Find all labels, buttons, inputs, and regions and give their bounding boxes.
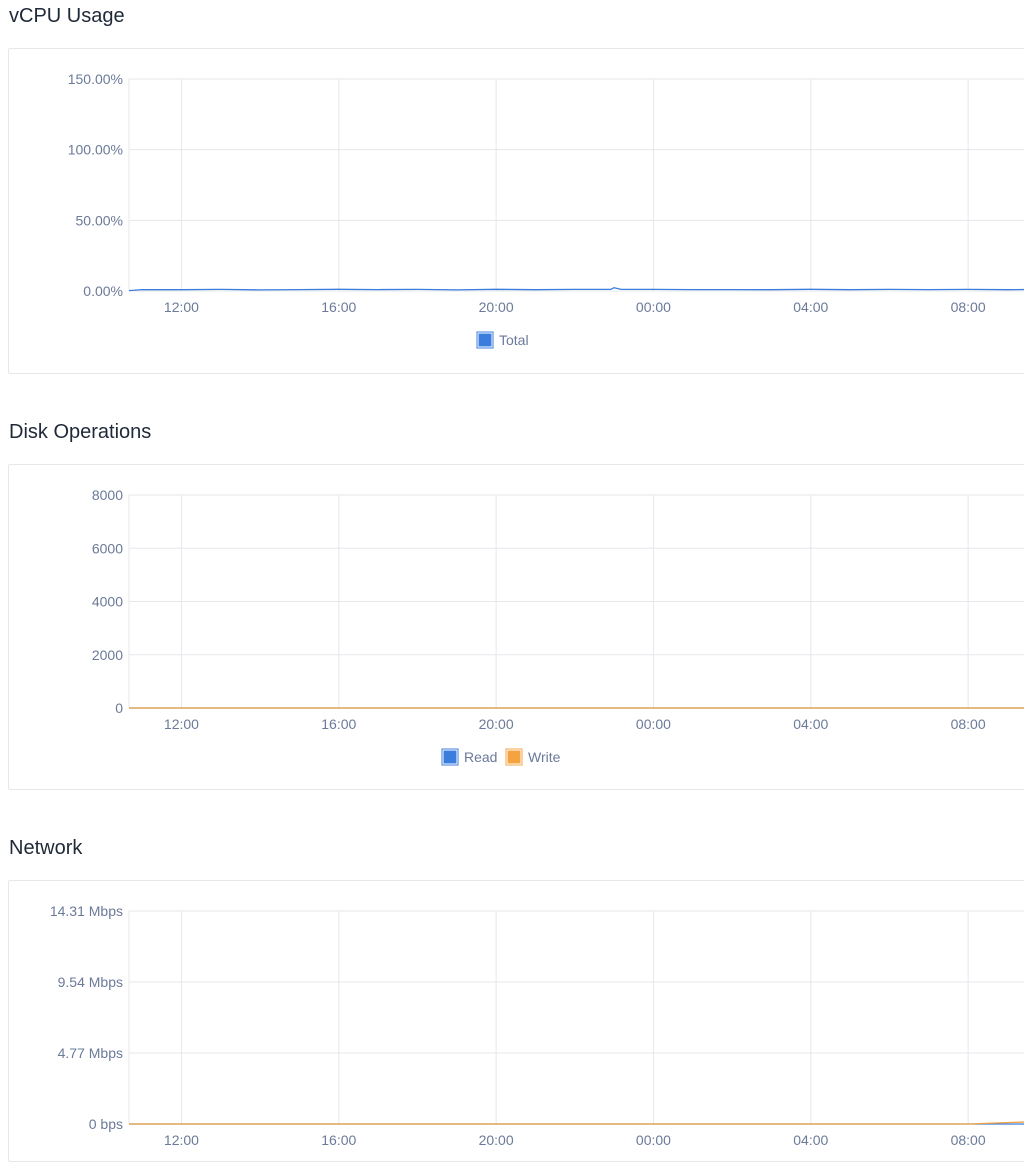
y-tick-label: 4000 bbox=[92, 594, 123, 610]
legend-swatch bbox=[477, 332, 493, 348]
series-line-total bbox=[128, 287, 1024, 292]
series-line-read bbox=[129, 707, 1024, 709]
y-tick-label: 6000 bbox=[92, 540, 123, 556]
x-tick-label: 00:00 bbox=[636, 1132, 671, 1148]
y-tick-label: 0.00% bbox=[83, 283, 123, 299]
network-chart-panel: 0 bps 4.77 Mbps 9.54 Mbps 14.31 Mbps 12:00 16… bbox=[8, 880, 1024, 1162]
legend-label: Write bbox=[528, 749, 561, 765]
y-tick-label: 0 bbox=[115, 700, 123, 716]
x-tick-label: 00:00 bbox=[636, 716, 671, 732]
x-tick-label: 20:00 bbox=[479, 1132, 514, 1148]
x-tick-label: 08:00 bbox=[951, 1132, 986, 1148]
x-tick-label: 16:00 bbox=[321, 716, 356, 732]
network-section-title: Network bbox=[9, 837, 83, 859]
x-tick-label: 00:00 bbox=[636, 299, 671, 315]
x-tick-label: 20:00 bbox=[479, 299, 514, 315]
x-tick-label: 08:00 bbox=[951, 299, 986, 315]
legend-item-total[interactable]: Total bbox=[476, 331, 529, 349]
y-tick-label: 4.77 Mbps bbox=[58, 1045, 123, 1061]
y-tick-label: 50.00% bbox=[76, 212, 123, 228]
x-tick-label: 12:00 bbox=[164, 716, 199, 732]
legend-swatch bbox=[506, 749, 522, 765]
x-tick-label: 16:00 bbox=[321, 299, 356, 315]
legend-swatch-border bbox=[476, 331, 494, 349]
x-tick-label: 20:00 bbox=[479, 716, 514, 732]
x-tick-label: 16:00 bbox=[321, 1132, 356, 1148]
y-tick-label: 2000 bbox=[92, 647, 123, 663]
series-line-write bbox=[129, 1121, 1024, 1125]
y-tick-label: 14.31 Mbps bbox=[50, 903, 123, 919]
vcpu-section-title: vCPU Usage bbox=[9, 5, 125, 27]
legend-label: Total bbox=[499, 332, 529, 348]
legend-swatch bbox=[442, 749, 458, 765]
x-tick-label: 08:00 bbox=[951, 716, 986, 732]
x-tick-label: 04:00 bbox=[793, 716, 828, 732]
vcpu-chart: 0.00% 50.00% 100.00% 150.00% 12:00 16:00 20:00… bbox=[68, 71, 1024, 349]
disk-chart-panel: 0 2000 4000 6000 8000 12:00 16:00 20:00 00:00 04:… bbox=[8, 464, 1024, 790]
vcpu-chart-panel: 0.00% 50.00% 100.00% 150.00% 12:00 16:00 20:00… bbox=[8, 48, 1024, 374]
legend-item-write[interactable]: Write bbox=[505, 748, 561, 766]
legend-swatch-border bbox=[441, 748, 459, 766]
legend-label: Read bbox=[464, 749, 497, 765]
y-tick-label: 150.00% bbox=[68, 71, 123, 87]
x-tick-label: 12:00 bbox=[164, 299, 199, 315]
series-line-read bbox=[129, 1123, 1024, 1125]
x-tick-label: 12:00 bbox=[164, 1132, 199, 1148]
legend-swatch-border bbox=[505, 748, 523, 766]
y-tick-label: 9.54 Mbps bbox=[58, 974, 123, 990]
network-chart: 0 bps 4.77 Mbps 9.54 Mbps 14.31 Mbps 12:00 16… bbox=[50, 903, 1024, 1148]
legend-item-read[interactable]: Read bbox=[441, 748, 497, 766]
y-tick-label: 100.00% bbox=[68, 142, 123, 158]
y-tick-label: 8000 bbox=[92, 487, 123, 503]
disk-section-title: Disk Operations bbox=[9, 421, 152, 443]
series-line-write bbox=[129, 707, 1024, 709]
x-tick-label: 04:00 bbox=[793, 299, 828, 315]
y-tick-label: 0 bps bbox=[89, 1116, 123, 1132]
x-tick-label: 04:00 bbox=[793, 1132, 828, 1148]
disk-chart: 0 2000 4000 6000 8000 12:00 16:00 20:00 00:00 04:… bbox=[92, 487, 1024, 766]
